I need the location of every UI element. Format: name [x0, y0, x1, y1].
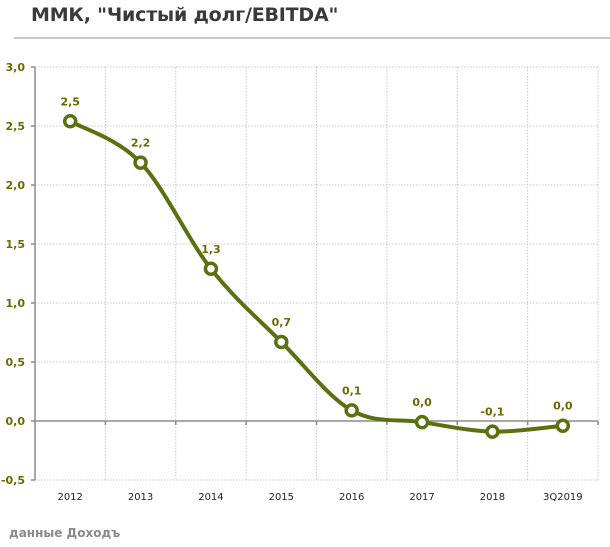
data-label: 0,0	[553, 400, 573, 413]
x-tick-label: 2013	[128, 492, 153, 503]
series-line	[68, 119, 565, 434]
data-label: 1,3	[201, 243, 221, 256]
data-labels: 2,5 2,2 1,3 0,7 0,1 0,0 -0,1 0,0	[60, 95, 572, 418]
data-label: 2,2	[131, 137, 151, 150]
y-tick-label: 1,0	[6, 297, 26, 310]
data-point-marker	[344, 403, 359, 418]
x-tick-label: 2014	[198, 492, 223, 503]
data-label: 2,5	[60, 95, 80, 108]
data-label: 0,7	[272, 316, 292, 329]
data-point-marker	[414, 414, 430, 430]
data-markers	[62, 114, 571, 439]
x-tick-label: 2015	[269, 492, 294, 503]
line-chart: 3,02,52,01,51,00,50,0-0,5 2012 2013 2014 20…	[1, 61, 599, 503]
y-tick-label: 0,0	[6, 415, 26, 428]
source-caption: данные Доходъ	[9, 526, 121, 540]
data-label: 0,0	[412, 396, 432, 409]
x-tick-label: 3Q2019	[543, 492, 583, 503]
x-tick-label: 2012	[57, 492, 82, 503]
data-point-marker	[274, 334, 289, 350]
y-tick-label: 2,5	[6, 120, 26, 133]
data-label: 0,1	[342, 384, 362, 397]
y-tick-label: 2,0	[6, 179, 26, 192]
y-tick-label: 1,5	[6, 238, 26, 251]
x-tick-label: 2018	[480, 492, 505, 503]
data-point-marker	[133, 155, 148, 170]
grid-lines	[35, 66, 599, 481]
y-tick-label: 0,5	[6, 356, 26, 369]
data-point-marker	[485, 424, 500, 439]
data-point-marker	[62, 114, 78, 129]
data-point-marker	[555, 418, 571, 433]
y-axis-ticks: 3,0 2,5 2,0 1,5 1,0 0,5 0,0 -0,5	[1, 61, 25, 487]
x-tick-label: 2017	[409, 492, 434, 503]
y-tick-label: 3,0	[6, 61, 26, 74]
data-point-marker	[203, 261, 219, 277]
chart-title: ММК, "Чистый долг/EBITDA"	[31, 4, 339, 26]
x-tick-label: 2016	[339, 492, 364, 503]
data-label: -0,1	[480, 406, 504, 419]
title-divider	[14, 37, 610, 39]
axes	[31, 66, 599, 481]
y-tick-label: -0,5	[1, 474, 25, 487]
x-axis-ticks: 2012 2013 2014 2015 2016 2017 2018 3Q2019	[57, 492, 582, 503]
